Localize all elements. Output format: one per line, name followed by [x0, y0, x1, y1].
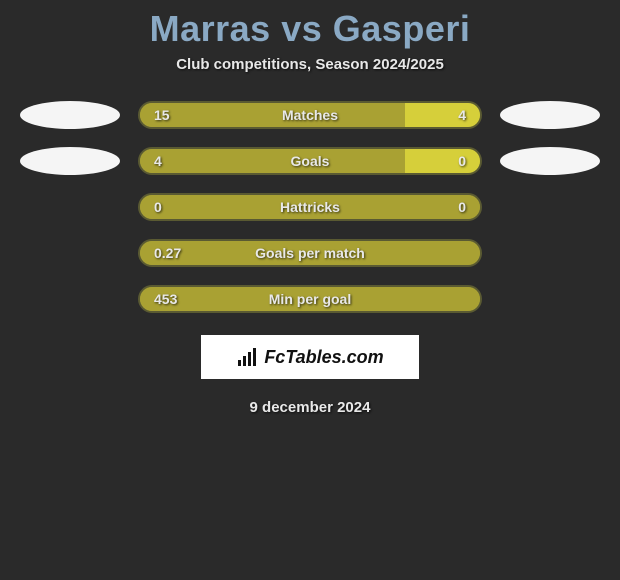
subtitle: Club competitions, Season 2024/2025: [0, 56, 620, 73]
stat-row: 0.27 Goals per match: [10, 239, 610, 267]
stat-row: 4 0 Goals: [10, 147, 610, 175]
vs-text: vs: [281, 8, 322, 49]
player2-name: Gasperi: [333, 8, 471, 49]
player1-oval-icon: [20, 101, 120, 129]
oval-spacer: [20, 193, 120, 221]
stat-left-value: 0.27: [154, 245, 181, 261]
stats-comparison-card: Marras vs Gasperi Club competitions, Sea…: [0, 0, 620, 580]
stat-bar-track: 4 0 Goals: [138, 147, 482, 175]
stat-label: Min per goal: [269, 291, 351, 307]
stat-label: Goals: [291, 153, 330, 169]
stat-bars: 15 4 Matches 4 0 Goals 0 0 Hattricks 0.27 Goals pe…: [0, 101, 620, 313]
stat-left-value: 4: [154, 153, 162, 169]
logo-chart-icon: [236, 348, 258, 366]
oval-spacer: [500, 193, 600, 221]
source-logo: FcTables.com: [201, 335, 419, 379]
stat-row: 0 0 Hattricks: [10, 193, 610, 221]
stat-left-value: 0: [154, 199, 162, 215]
stat-bar-right-segment: [405, 103, 480, 127]
page-title: Marras vs Gasperi: [0, 0, 620, 50]
player1-name: Marras: [150, 8, 271, 49]
stat-right-value: 0: [458, 153, 466, 169]
oval-spacer: [20, 285, 120, 313]
stat-left-value: 453: [154, 291, 177, 307]
stat-bar-track: 0 0 Hattricks: [138, 193, 482, 221]
stat-bar-track: 453 Min per goal: [138, 285, 482, 313]
stat-bar-right-segment: [405, 149, 480, 173]
stat-row: 15 4 Matches: [10, 101, 610, 129]
stat-row: 453 Min per goal: [10, 285, 610, 313]
oval-spacer: [500, 239, 600, 267]
stat-label: Matches: [282, 107, 338, 123]
oval-spacer: [500, 285, 600, 313]
logo-text: FcTables.com: [264, 347, 383, 368]
stat-bar-track: 0.27 Goals per match: [138, 239, 482, 267]
stat-label: Goals per match: [255, 245, 365, 261]
stat-right-value: 4: [458, 107, 466, 123]
date-text: 9 december 2024: [0, 399, 620, 416]
player2-oval-icon: [500, 101, 600, 129]
stat-bar-track: 15 4 Matches: [138, 101, 482, 129]
stat-bar-left-segment: [140, 103, 405, 127]
stat-label: Hattricks: [280, 199, 340, 215]
player2-oval-icon: [500, 147, 600, 175]
stat-right-value: 0: [458, 199, 466, 215]
player1-oval-icon: [20, 147, 120, 175]
stat-left-value: 15: [154, 107, 170, 123]
oval-spacer: [20, 239, 120, 267]
stat-bar-left-segment: [140, 149, 405, 173]
